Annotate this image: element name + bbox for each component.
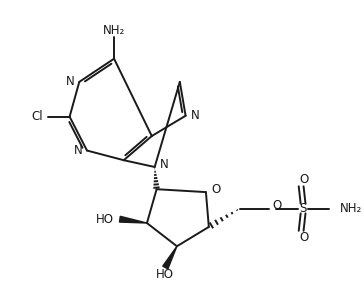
Polygon shape bbox=[119, 216, 147, 223]
Text: HO: HO bbox=[96, 213, 114, 226]
Polygon shape bbox=[163, 246, 177, 269]
Text: S: S bbox=[299, 202, 306, 215]
Text: HO: HO bbox=[156, 268, 174, 281]
Text: N: N bbox=[190, 109, 199, 122]
Text: NH₂: NH₂ bbox=[103, 24, 125, 37]
Text: Cl: Cl bbox=[31, 110, 43, 123]
Text: O: O bbox=[299, 173, 308, 186]
Text: NH₂: NH₂ bbox=[340, 202, 363, 215]
Text: N: N bbox=[66, 75, 75, 88]
Text: N: N bbox=[74, 144, 82, 157]
Text: O: O bbox=[299, 231, 308, 244]
Text: O: O bbox=[273, 199, 282, 212]
Text: O: O bbox=[212, 183, 221, 196]
Text: N: N bbox=[159, 158, 168, 171]
